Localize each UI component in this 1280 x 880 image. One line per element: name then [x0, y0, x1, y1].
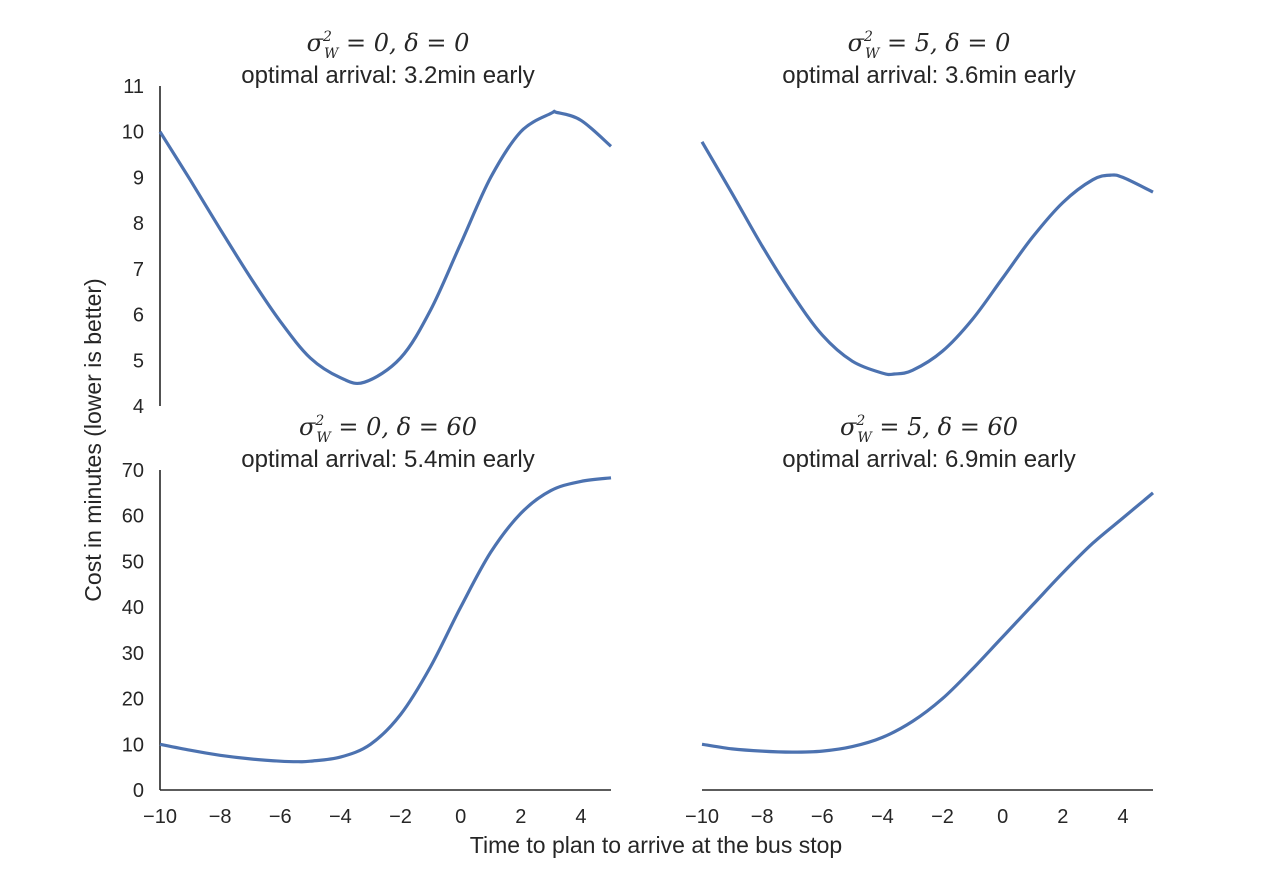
- sigma-symbol: σ: [848, 29, 865, 57]
- y-tick-label: 7: [133, 259, 144, 281]
- math-rest: = 5, δ = 0: [879, 29, 1010, 57]
- panel-title: optimal arrival: 3.6min early: [782, 62, 1075, 89]
- sigma-superscript: 2: [314, 413, 324, 429]
- cost-curve: [700, 140, 1154, 377]
- x-tick-label: 4: [1117, 806, 1128, 828]
- panel-math-title: σ2 W = 5, δ = 60: [840, 413, 1018, 446]
- x-tick-label: −2: [931, 806, 954, 828]
- x-tick-label: −6: [269, 806, 292, 828]
- sigma-subscript: W: [857, 430, 873, 446]
- y-tick-label: 5: [133, 350, 144, 372]
- y-tick-label: 60: [122, 506, 144, 528]
- y-tick-label: 6: [133, 305, 144, 327]
- sigma-symbol: σ: [299, 413, 316, 441]
- math-rest: = 5, δ = 60: [872, 413, 1018, 441]
- sigma-symbol: σ: [307, 29, 324, 57]
- math-rest: = 0, δ = 60: [331, 413, 477, 441]
- sigma-symbol: σ: [840, 413, 857, 441]
- x-tick-label: −6: [811, 806, 834, 828]
- panel-math-title: σ2 W = 0, δ = 0: [307, 29, 470, 62]
- panel-title: optimal arrival: 3.2min early: [241, 62, 534, 89]
- math-rest: = 0, δ = 0: [338, 29, 469, 57]
- x-tick-label: 2: [1057, 806, 1068, 828]
- x-tick-label: −8: [209, 806, 232, 828]
- y-axis-label: Cost in minutes (lower is better): [80, 278, 106, 601]
- y-tick-label: 4: [133, 396, 144, 418]
- cost-curve: [159, 476, 612, 764]
- x-tick-label: 2: [515, 806, 526, 828]
- sigma-subscript: W: [316, 430, 332, 446]
- y-tick-label: 10: [122, 122, 144, 144]
- x-tick-label: −4: [329, 806, 352, 828]
- y-tick-label: 9: [133, 167, 144, 189]
- sigma-superscript: 2: [855, 413, 865, 429]
- y-tick-label: 30: [122, 643, 144, 665]
- y-tick-label: 40: [122, 597, 144, 619]
- y-tick-label: 50: [122, 551, 144, 573]
- cost-curve: [701, 491, 1155, 754]
- x-tick-label: −2: [389, 806, 412, 828]
- x-tick-label: −10: [685, 806, 719, 828]
- panel-title: optimal arrival: 6.9min early: [782, 446, 1075, 473]
- sigma-superscript: 2: [863, 29, 873, 45]
- panel-math-title: σ2 W = 0, δ = 60: [299, 413, 477, 446]
- sigma-subscript: W: [865, 46, 881, 62]
- x-axis-label: Time to plan to arrive at the bus stop: [470, 832, 842, 858]
- panel-math-title: σ2 W = 5, δ = 0: [848, 29, 1011, 62]
- x-tick-label: −8: [751, 806, 774, 828]
- x-tick-label: −10: [143, 806, 177, 828]
- sigma-superscript: 2: [322, 29, 332, 45]
- y-tick-label: 70: [122, 460, 144, 482]
- x-tick-label: 0: [997, 806, 1008, 828]
- y-tick-label: 10: [122, 734, 144, 756]
- x-tick-label: −4: [871, 806, 894, 828]
- y-tick-label: 11: [123, 76, 144, 98]
- sigma-subscript: W: [324, 46, 340, 62]
- cost-curve: [158, 109, 613, 386]
- panel-title: optimal arrival: 5.4min early: [241, 446, 534, 473]
- y-tick-label: 0: [133, 780, 144, 802]
- x-tick-label: 0: [455, 806, 466, 828]
- x-tick-label: 4: [575, 806, 586, 828]
- y-tick-label: 20: [122, 689, 144, 711]
- y-tick-label: 8: [133, 213, 144, 235]
